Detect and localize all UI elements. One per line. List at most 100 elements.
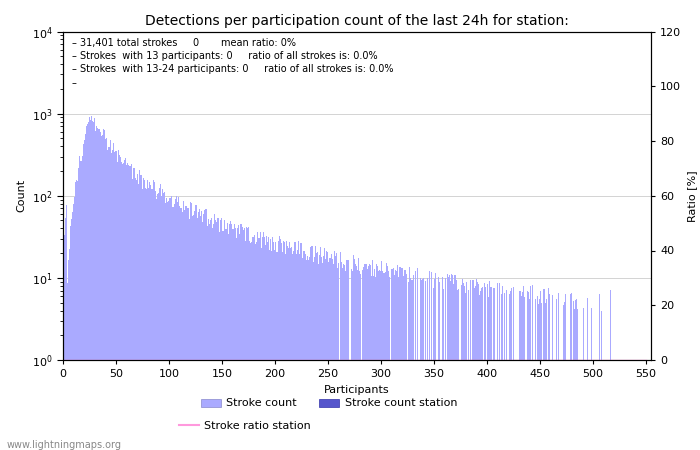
Bar bbox=[425, 281, 426, 450]
Bar bbox=[414, 360, 415, 450]
Bar bbox=[198, 212, 199, 450]
Bar bbox=[145, 189, 146, 450]
Bar bbox=[204, 211, 206, 450]
Bar bbox=[615, 360, 617, 450]
Bar bbox=[225, 229, 227, 450]
Bar bbox=[256, 242, 258, 450]
Bar bbox=[136, 174, 138, 450]
Bar bbox=[454, 274, 456, 450]
Bar bbox=[337, 269, 338, 450]
Bar bbox=[310, 247, 312, 450]
Bar bbox=[519, 291, 520, 450]
Bar bbox=[221, 218, 223, 450]
Bar bbox=[314, 246, 316, 450]
Bar bbox=[276, 252, 277, 450]
Bar bbox=[568, 360, 569, 450]
Bar bbox=[80, 161, 81, 450]
Bar bbox=[112, 149, 113, 450]
Bar bbox=[524, 297, 526, 450]
Bar bbox=[389, 278, 390, 450]
Bar bbox=[479, 295, 480, 450]
Bar bbox=[483, 360, 484, 450]
Bar bbox=[486, 360, 487, 450]
Bar bbox=[371, 276, 372, 450]
Bar bbox=[566, 360, 567, 450]
Bar bbox=[621, 360, 622, 450]
Bar bbox=[413, 275, 414, 450]
Bar bbox=[475, 286, 476, 450]
Bar bbox=[151, 189, 153, 450]
Bar bbox=[227, 223, 228, 450]
Bar bbox=[586, 360, 587, 450]
Bar bbox=[268, 237, 269, 450]
Bar bbox=[83, 144, 84, 450]
Bar bbox=[449, 275, 450, 450]
Bar bbox=[174, 204, 175, 450]
Bar bbox=[291, 248, 293, 450]
Bar bbox=[588, 360, 589, 450]
Bar bbox=[84, 140, 85, 450]
Bar bbox=[88, 122, 89, 450]
Bar bbox=[612, 360, 613, 450]
Bar bbox=[239, 234, 241, 450]
Bar bbox=[237, 229, 238, 450]
Bar bbox=[79, 156, 81, 450]
Bar bbox=[437, 360, 438, 450]
Bar bbox=[270, 238, 271, 450]
Bar bbox=[499, 284, 500, 450]
Bar bbox=[233, 230, 234, 450]
Bar bbox=[344, 265, 345, 450]
Bar bbox=[71, 219, 72, 450]
Bar bbox=[537, 296, 538, 450]
Bar bbox=[641, 364, 642, 450]
Bar bbox=[424, 360, 425, 450]
Bar bbox=[123, 163, 124, 450]
Bar bbox=[639, 364, 640, 450]
Bar bbox=[308, 260, 309, 450]
Bar bbox=[357, 270, 358, 450]
Bar bbox=[249, 241, 250, 450]
Bar bbox=[458, 360, 460, 450]
Bar bbox=[636, 364, 637, 450]
Bar bbox=[214, 214, 215, 450]
Bar bbox=[628, 364, 629, 450]
Bar bbox=[608, 360, 609, 450]
Bar bbox=[75, 182, 76, 450]
Bar bbox=[118, 155, 120, 450]
Bar bbox=[398, 277, 400, 450]
Bar bbox=[587, 298, 588, 450]
Bar bbox=[633, 364, 634, 450]
Bar bbox=[370, 265, 371, 450]
Bar bbox=[235, 228, 236, 450]
Bar bbox=[447, 274, 448, 450]
Bar bbox=[514, 360, 515, 450]
Bar bbox=[563, 305, 564, 450]
Bar bbox=[630, 364, 631, 450]
Bar bbox=[194, 211, 195, 450]
Bar bbox=[76, 180, 77, 450]
Bar bbox=[467, 360, 468, 450]
Bar bbox=[141, 175, 142, 450]
Bar bbox=[557, 360, 559, 450]
Bar bbox=[140, 176, 141, 450]
Bar bbox=[245, 241, 246, 450]
Bar bbox=[372, 260, 373, 450]
Bar bbox=[302, 258, 303, 450]
Bar bbox=[365, 264, 367, 450]
Bar bbox=[445, 278, 446, 450]
Bar bbox=[446, 360, 447, 450]
Bar bbox=[216, 222, 217, 450]
Bar bbox=[165, 202, 167, 450]
Bar bbox=[508, 294, 510, 450]
Bar bbox=[277, 240, 279, 450]
Bar bbox=[127, 163, 128, 450]
X-axis label: Participants: Participants bbox=[324, 385, 390, 395]
Bar bbox=[504, 292, 505, 450]
Bar bbox=[565, 294, 566, 450]
Bar bbox=[290, 248, 291, 450]
Bar bbox=[238, 225, 239, 450]
Bar bbox=[578, 360, 580, 450]
Bar bbox=[323, 256, 324, 450]
Bar bbox=[502, 286, 503, 450]
Bar bbox=[250, 243, 251, 450]
